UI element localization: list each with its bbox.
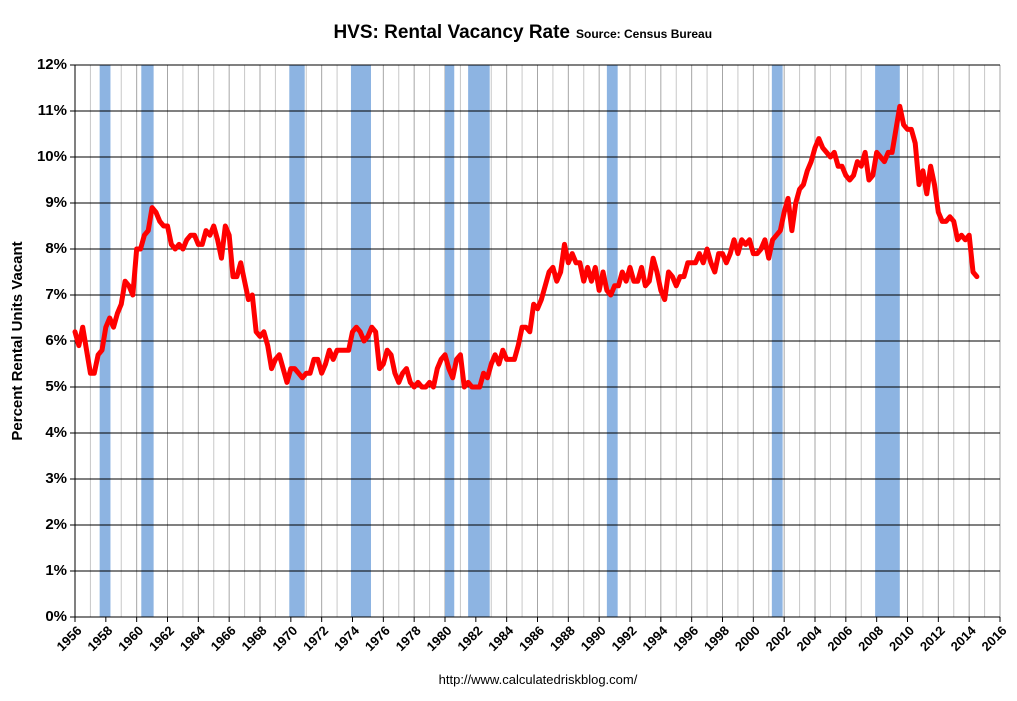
y-tick-label: 5% (45, 378, 67, 395)
y-tick-label: 8% (45, 240, 67, 257)
y-tick-label: 2% (45, 516, 67, 533)
y-tick-label: 10% (37, 148, 67, 165)
y-tick-label: 11% (38, 102, 67, 119)
y-tick-label: 7% (45, 286, 67, 303)
y-tick-label: 3% (45, 470, 67, 487)
y-tick-label: 9% (45, 194, 67, 211)
y-axis-label: Percent Rental Units Vacant (9, 241, 26, 440)
y-tick-label: 1% (45, 562, 67, 579)
y-tick-label: 0% (45, 608, 67, 625)
y-tick-label: 12% (37, 56, 67, 73)
y-tick-label: 4% (45, 424, 67, 441)
data-line (72, 103, 980, 390)
chart-subtitle: Source: Census Bureau (576, 27, 712, 41)
footer: http://www.calculatedriskblog.com/ (439, 672, 638, 687)
chart-title: HVS: Rental Vacancy Rate (333, 22, 570, 43)
y-tick-label: 6% (45, 332, 67, 349)
